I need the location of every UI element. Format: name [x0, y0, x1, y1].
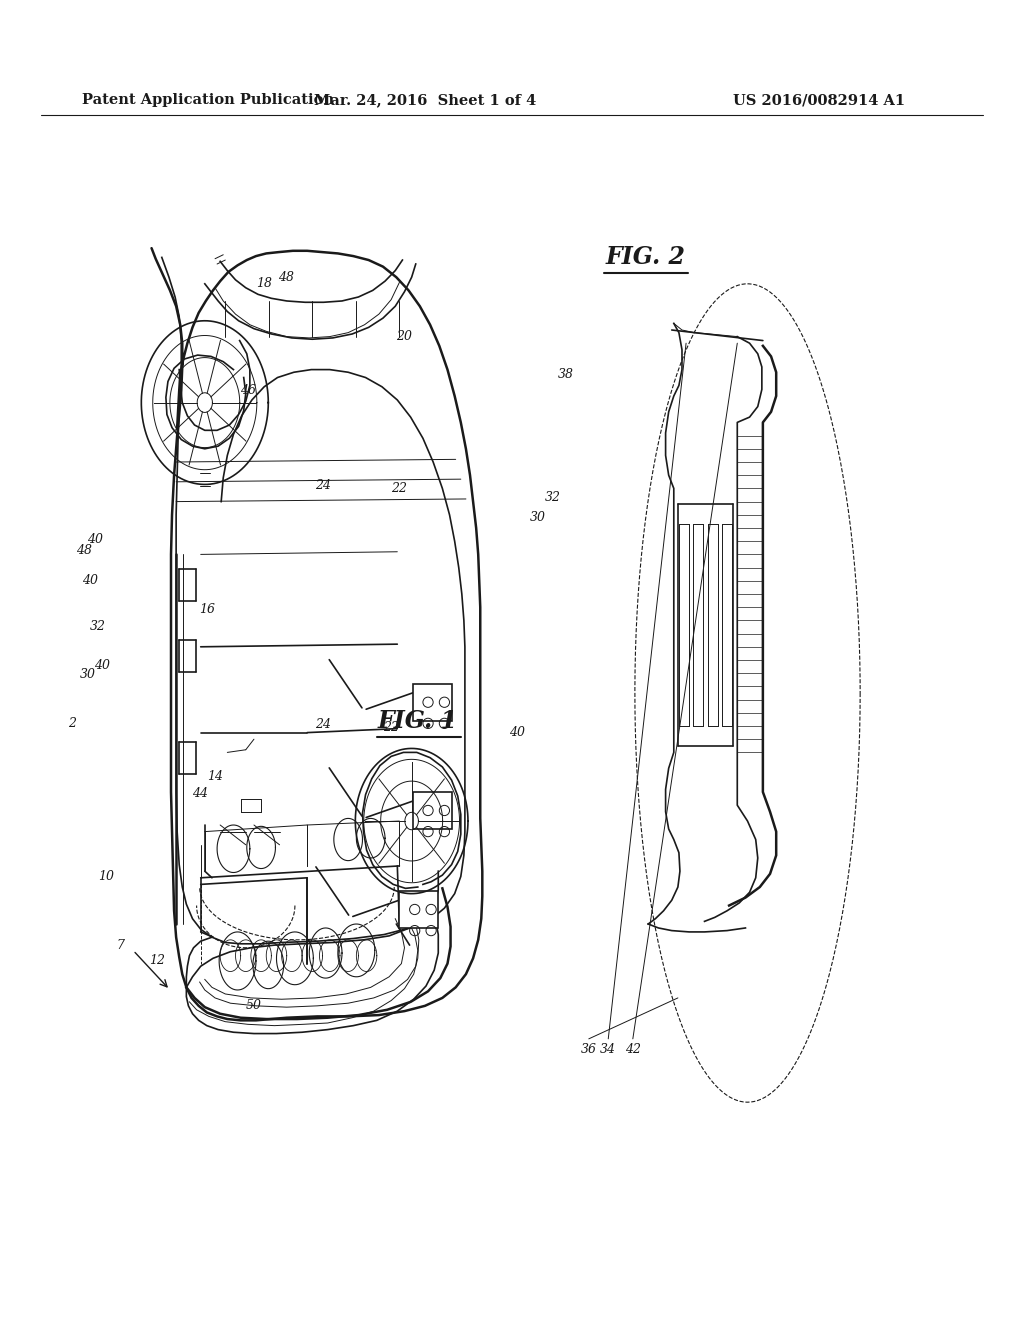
Text: 14: 14: [207, 770, 223, 783]
Text: 12: 12: [148, 954, 165, 968]
Text: 48: 48: [76, 544, 92, 557]
Text: 32: 32: [545, 491, 561, 504]
Text: 46: 46: [240, 384, 256, 397]
Text: 30: 30: [529, 511, 546, 524]
FancyBboxPatch shape: [413, 792, 452, 829]
Text: 42: 42: [625, 1043, 641, 1056]
Text: 34: 34: [600, 1043, 616, 1056]
Text: 40: 40: [82, 574, 98, 587]
Text: 50: 50: [246, 999, 262, 1012]
Text: 44: 44: [191, 787, 208, 800]
Text: 48: 48: [278, 271, 294, 284]
Text: 16: 16: [199, 603, 215, 616]
Text: 18: 18: [256, 277, 272, 290]
Text: 36: 36: [581, 1043, 597, 1056]
Text: 38: 38: [558, 368, 574, 381]
Text: 30: 30: [80, 668, 96, 681]
Text: 22: 22: [383, 721, 399, 734]
Text: 10: 10: [98, 870, 115, 883]
Text: 40: 40: [94, 659, 111, 672]
Text: 24: 24: [314, 718, 331, 731]
Text: 32: 32: [90, 620, 106, 634]
Text: FIG. 2: FIG. 2: [605, 246, 685, 269]
Text: FIG. 1: FIG. 1: [378, 709, 458, 733]
Text: 20: 20: [396, 330, 413, 343]
Text: 2: 2: [68, 717, 76, 730]
Text: 22: 22: [391, 482, 408, 495]
FancyBboxPatch shape: [413, 684, 452, 721]
Text: 40: 40: [87, 533, 103, 546]
Text: Patent Application Publication: Patent Application Publication: [82, 92, 334, 107]
Text: 7: 7: [117, 939, 125, 952]
Text: 24: 24: [314, 479, 331, 492]
FancyBboxPatch shape: [399, 891, 438, 928]
Text: US 2016/0082914 A1: US 2016/0082914 A1: [733, 92, 905, 107]
Text: Mar. 24, 2016  Sheet 1 of 4: Mar. 24, 2016 Sheet 1 of 4: [313, 92, 537, 107]
Text: 40: 40: [509, 726, 525, 739]
